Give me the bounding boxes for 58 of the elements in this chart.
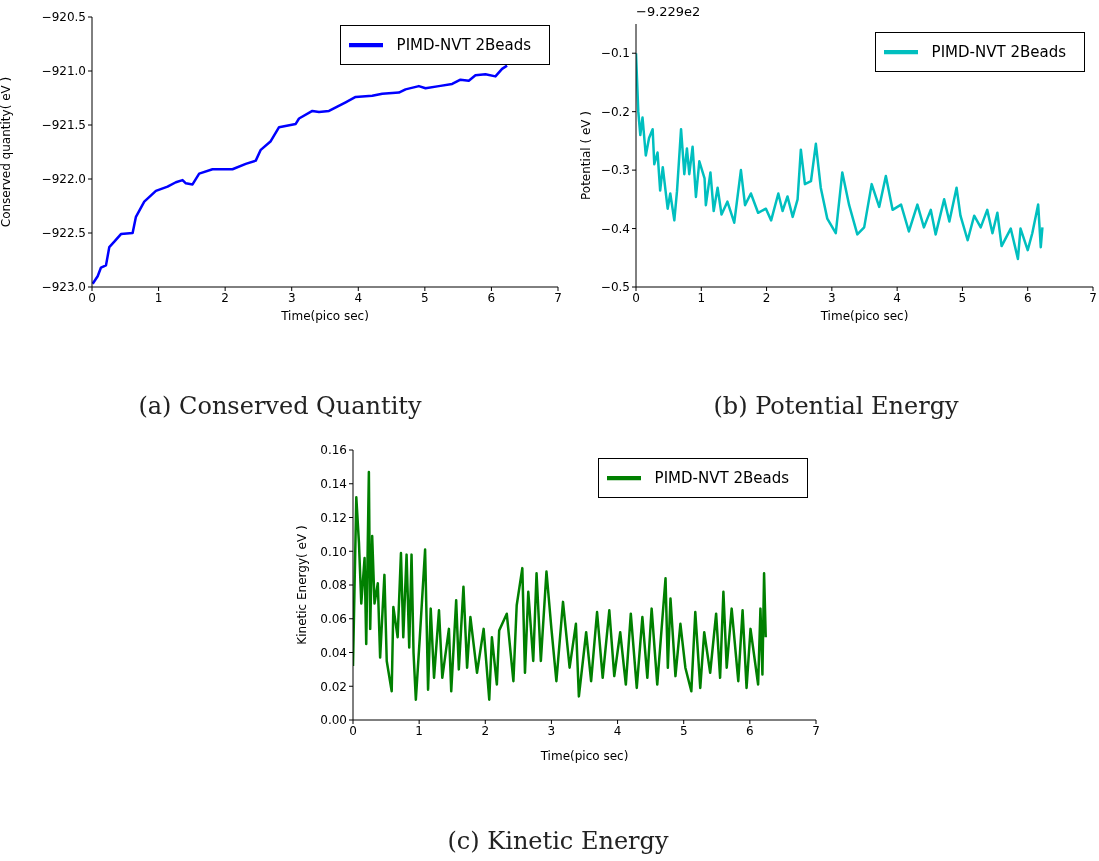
- y-tick-label: −0.5: [600, 280, 630, 295]
- y-tick-label: 0.14: [320, 477, 347, 492]
- y-tick-label: −0.2: [600, 104, 630, 119]
- x-tick-label: 6: [1023, 290, 1032, 305]
- y-tick-label: 0.12: [320, 510, 347, 525]
- x-tick-label: 6: [746, 723, 754, 738]
- y-tick-label: −0.1: [600, 46, 630, 61]
- x-tick-label: 3: [287, 290, 296, 305]
- y-tick-label: −921.5: [41, 118, 86, 133]
- x-tick-label: 6: [487, 290, 496, 305]
- x-tick-label: 5: [958, 290, 967, 305]
- x-tick-label: 0: [632, 290, 640, 305]
- legend-label: PIMD-NVT 2Beads: [931, 42, 1066, 61]
- x-tick-label: 1: [415, 723, 423, 738]
- y-tick-label: 0.10: [320, 544, 347, 559]
- x-axis-title: Time(pico sec): [819, 309, 909, 323]
- x-tick-label: 2: [762, 290, 771, 305]
- x-tick-label: 3: [547, 723, 556, 738]
- y-tick-label: −921.0: [41, 64, 86, 79]
- y-tick-label: −0.4: [600, 221, 630, 236]
- y-axis-title: Potential ( eV ): [579, 111, 594, 200]
- y-tick-label: −922.0: [41, 172, 86, 187]
- line-series: [92, 64, 509, 286]
- x-tick-label: 2: [481, 723, 490, 738]
- x-axis-title: Time(pico sec): [280, 309, 369, 323]
- text: (c) Kinetic Energy: [446, 827, 670, 855]
- x-tick-label: 1: [154, 290, 163, 305]
- x-tick-label: 4: [354, 290, 363, 305]
- x-tick-label: 0: [88, 290, 96, 305]
- x-tick-label: 2: [221, 290, 229, 305]
- y-tick-label: 0.08: [320, 578, 347, 593]
- y-axis-title: Kinetic Energy( eV ): [295, 525, 310, 645]
- x-tick-label: 0: [349, 723, 357, 738]
- y-axis-title: Conserved quantity( eV ): [0, 76, 14, 228]
- y-tick-label: 0.00: [320, 713, 347, 728]
- x-tick-label: 5: [679, 723, 688, 738]
- legend-label: PIMD-NVT 2Beads: [396, 35, 531, 54]
- y-tick-label: −0.3: [600, 163, 630, 178]
- x-tick-label: 1: [697, 290, 706, 305]
- x-tick-label: 4: [613, 723, 622, 738]
- x-tick-label: 5: [421, 290, 429, 305]
- y-tick-label: 0.06: [320, 612, 347, 627]
- x-tick-label: 7: [554, 290, 562, 305]
- x-tick-label: 3: [828, 290, 836, 305]
- y-tick-label: −922.5: [41, 226, 86, 241]
- x-tick-label: 7: [1089, 290, 1097, 305]
- x-tick-label: 4: [893, 290, 901, 305]
- y-tick-label: 0.02: [320, 679, 347, 694]
- x-axis-title: Time(pico sec): [539, 749, 629, 763]
- y-tick-label: −923.0: [41, 280, 86, 295]
- text: (a) Conserved Quantity: [137, 392, 423, 420]
- text: (b) Potential Energy: [712, 392, 960, 420]
- text: −9.229e2: [636, 4, 701, 19]
- y-tick-label: −920.5: [41, 10, 86, 25]
- y-tick-label: 0.04: [320, 645, 347, 660]
- y-tick-label: 0.16: [320, 443, 347, 458]
- x-tick-label: 7: [812, 723, 820, 738]
- legend-label: PIMD-NVT 2Beads: [654, 468, 789, 487]
